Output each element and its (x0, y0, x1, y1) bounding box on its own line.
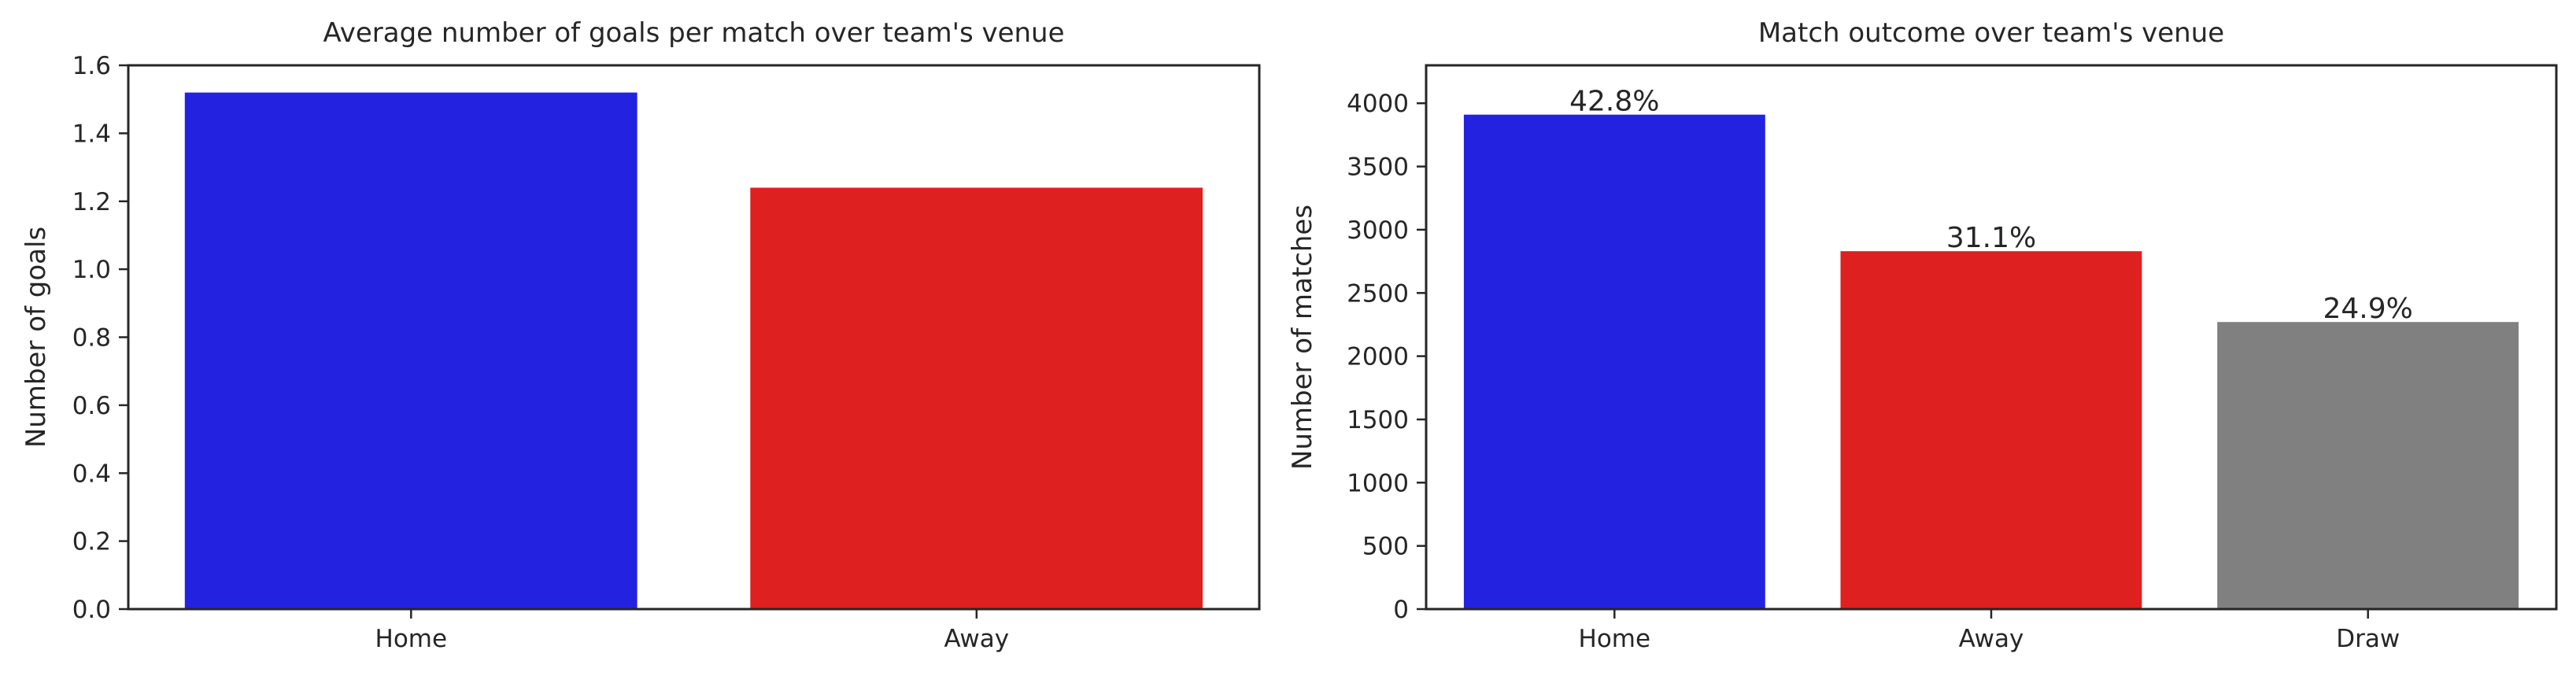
y-tick-label: 1.0 (72, 256, 111, 284)
axes-frame (127, 64, 1261, 611)
y-tick-label: 1.4 (72, 120, 111, 148)
y-tick-label: 0.0 (72, 596, 111, 624)
y-tick-label: 1.6 (72, 52, 111, 80)
bar-value-label: 42.8% (1569, 86, 1659, 118)
y-tick-label: 3000 (1347, 216, 1409, 245)
y-tick-label: 1500 (1347, 406, 1409, 434)
y-tick-label: 0 (1393, 596, 1409, 624)
x-tick-label: Away (944, 625, 1009, 653)
bar-home (1463, 114, 1765, 609)
bar-away (750, 187, 1203, 609)
bar-value-label: 24.9% (2323, 293, 2413, 325)
x-tick-label: Home (1579, 625, 1651, 653)
y-axis-label: Number of goals (20, 227, 52, 448)
y-tick-label: 500 (1362, 533, 1409, 561)
y-tick-label: 0.4 (72, 460, 111, 488)
x-tick-label: Away (1959, 625, 2024, 653)
bar-away (1840, 251, 2142, 609)
x-tick-label: Home (375, 625, 448, 653)
y-tick-label: 1.2 (72, 188, 111, 216)
chart-title: Average number of goals per match over t… (323, 17, 1064, 49)
x-tick-label: Draw (2336, 625, 2400, 653)
y-tick-label: 2000 (1347, 343, 1409, 371)
y-tick-label: 0.6 (72, 392, 111, 420)
bar-value-label: 31.1% (1946, 222, 2036, 254)
y-axis-label: Number of matches (1287, 205, 1318, 470)
y-tick-label: 1000 (1347, 469, 1409, 497)
y-tick-label: 0.8 (72, 324, 111, 353)
y-tick-label: 4000 (1347, 90, 1409, 118)
y-tick-label: 3500 (1347, 153, 1409, 182)
bar-draw (2217, 322, 2519, 609)
chart-title: Match outcome over team's venue (1758, 17, 2224, 49)
bar-home (184, 92, 638, 610)
y-tick-label: 2500 (1347, 279, 1409, 308)
y-tick-label: 0.2 (72, 528, 111, 556)
axes-frame (1425, 64, 2558, 611)
